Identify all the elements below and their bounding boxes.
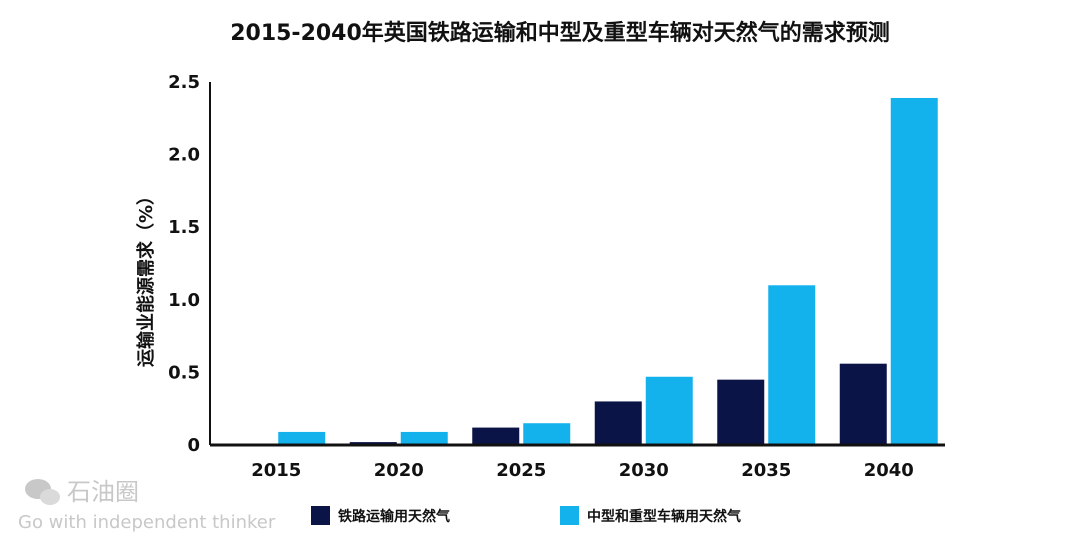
x-tick-label: 2020: [374, 460, 424, 481]
y-axis-ticks: 0 0.5 1.0 1.5 2.0 2.5: [168, 72, 200, 456]
watermark-slogan: Go with independent thinker: [18, 512, 276, 533]
watermark-brand: 石油圈: [67, 478, 139, 506]
y-tick-label: 2.5: [168, 72, 200, 93]
x-tick-label: 2015: [251, 460, 301, 481]
bar-rail-2040: [839, 363, 887, 445]
y-axis-label: 运输业能源需求（%）: [135, 187, 157, 367]
x-tick-label: 2025: [496, 460, 546, 481]
bar-vehicles-2040: [890, 97, 938, 446]
x-tick-label: 2030: [619, 460, 669, 481]
bar-vehicles-2015: [278, 431, 326, 445]
y-tick-label: 0.5: [168, 362, 200, 383]
bar-vehicles-2035: [768, 285, 816, 445]
bar-vehicles-2020: [400, 431, 448, 445]
legend: 铁路运输用天然气 中型和重型车辆用天然气: [311, 506, 741, 525]
y-tick-label: 1.5: [168, 217, 200, 238]
wechat-icon: [25, 479, 60, 505]
bar-rail-2035: [717, 379, 765, 445]
legend-label-vehicles: 中型和重型车辆用天然气: [587, 508, 741, 525]
bar-vehicles-2025: [523, 423, 571, 445]
y-tick-label: 1.0: [168, 290, 200, 311]
x-tick-label: 2035: [741, 460, 791, 481]
x-axis-ticks: 2015 2020 2025 2030 2035 2040: [251, 460, 914, 481]
bar-rail-2030: [594, 401, 642, 445]
bars: [278, 97, 938, 446]
watermark: 石油圈 Go with independent thinker: [18, 478, 276, 533]
bar-vehicles-2030: [645, 376, 693, 445]
bar-rail-2025: [472, 427, 520, 445]
x-tick-label: 2040: [864, 460, 914, 481]
chart-title: 2015-2040年英国铁路运输和中型及重型车辆对天然气的需求预测: [230, 20, 890, 46]
legend-swatch-rail: [311, 506, 330, 525]
legend-swatch-vehicles: [560, 506, 579, 525]
legend-label-rail: 铁路运输用天然气: [338, 508, 450, 525]
y-tick-label: 0: [187, 435, 200, 456]
y-tick-label: 2.0: [168, 145, 200, 166]
